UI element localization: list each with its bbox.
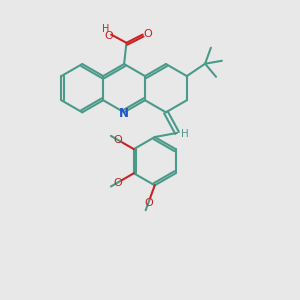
Text: H: H	[182, 128, 189, 139]
Text: O: O	[113, 178, 122, 188]
Text: H: H	[102, 24, 110, 34]
Text: O: O	[104, 31, 113, 41]
Text: O: O	[144, 198, 153, 208]
Text: O: O	[113, 135, 122, 145]
Text: O: O	[144, 29, 152, 39]
Text: N: N	[119, 107, 129, 120]
